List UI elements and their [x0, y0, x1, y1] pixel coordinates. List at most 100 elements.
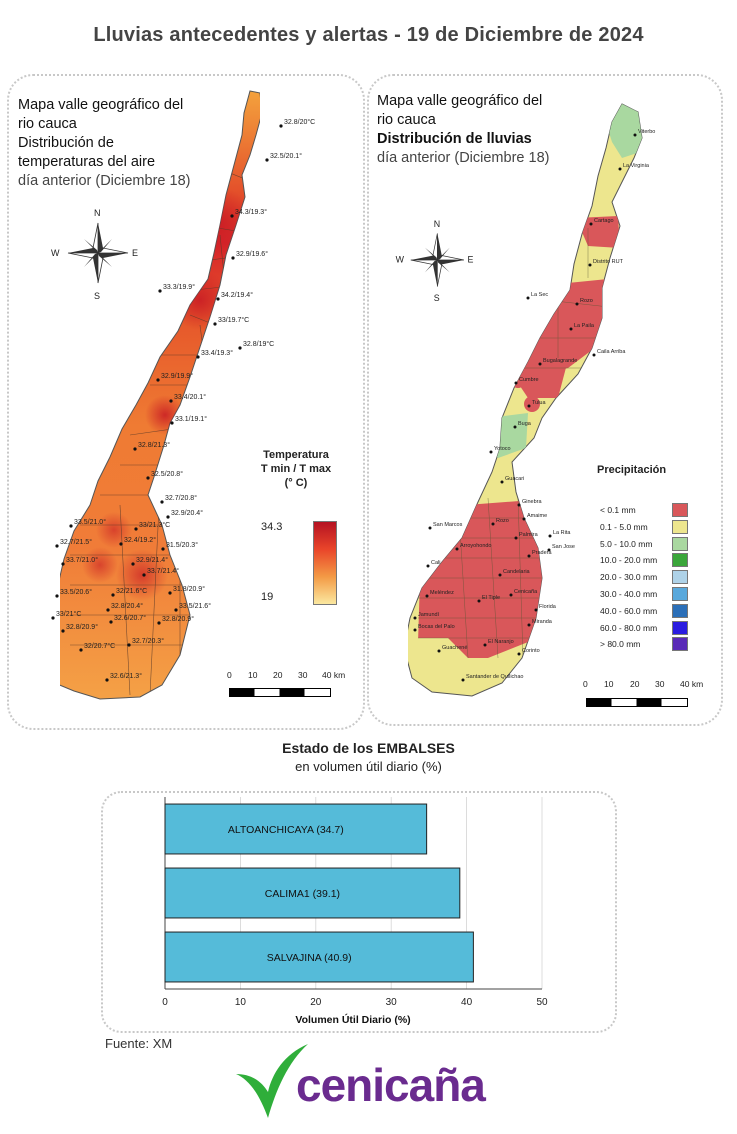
temperature-station-dot — [51, 616, 55, 620]
temperature-station-dot — [265, 158, 269, 162]
rain-scale-label-30: 30 — [655, 679, 665, 689]
temperature-station-label: 32.8/20.9° — [162, 615, 194, 623]
reservoir-bar — [164, 867, 461, 919]
temperature-station-dot — [238, 346, 242, 350]
rain-place-dot — [575, 302, 579, 306]
temperature-station-dot — [196, 355, 200, 359]
compass-east-label: E — [132, 248, 138, 258]
rain-legend-label: 5.0 - 10.0 mm — [600, 538, 653, 549]
temperature-station-dot — [142, 573, 146, 577]
rain-place-label: Caila Arriba — [597, 349, 626, 355]
temperature-map-title: Mapa valle geográfico del rio cauca Dist… — [18, 96, 248, 191]
temperature-station-label: 33.7/21.4° — [147, 567, 179, 575]
temp-scale-label-30: 30 — [298, 670, 308, 680]
temperature-station-label: 33.5/21.0° — [74, 518, 106, 526]
source-note: Fuente: XM — [105, 1036, 173, 1051]
temperature-station-dot — [55, 594, 59, 598]
compass-rose-icon: N S E W — [51, 208, 138, 301]
rain-place-dot — [513, 425, 517, 429]
rain-place-label: Cenicaña — [514, 589, 538, 595]
rain-place-dot — [514, 536, 518, 540]
reservoir-x-tick-label: 40 — [461, 997, 473, 1008]
rain-scale-label-20: 20 — [630, 679, 640, 689]
temperature-station-dot — [158, 289, 162, 293]
temperature-station-label: 33.3/19.9° — [163, 283, 195, 291]
temperature-station-dot — [55, 544, 59, 548]
rain-place-label: Cartago — [594, 218, 614, 224]
rain-place-label: San Jose — [552, 544, 575, 550]
rain-place-dot — [500, 480, 504, 484]
rain-legend-swatch — [672, 570, 688, 585]
rain-place-dot — [477, 599, 481, 603]
rain-place-label: Pradera — [532, 550, 553, 556]
temperature-station-label: 31.8/20.9° — [173, 585, 205, 593]
temperature-station-label: 32.6/20.7° — [114, 614, 146, 622]
rain-place-dot — [514, 381, 518, 385]
rain-place-label: Santander de Quilichao — [466, 674, 523, 680]
temperature-station-dot — [127, 643, 131, 647]
rain-scale-label-40: 40 km — [680, 679, 704, 689]
rain-place-dot — [428, 526, 432, 530]
temperature-station-dot — [111, 593, 115, 597]
rain-place-label: Guacari — [505, 476, 524, 482]
rain-place-label: Buga — [518, 421, 532, 427]
temperature-station-dot — [231, 256, 235, 260]
temperature-station-label: 33.4/19.3° — [201, 349, 233, 357]
rain-scale-bar — [586, 698, 688, 707]
temperature-station-label: 33/21°C — [56, 610, 81, 618]
temperature-station-label: 32.7/20.3° — [132, 637, 164, 645]
temperature-station-label: 33.5/21.6° — [179, 602, 211, 610]
temperature-station-dot — [166, 515, 170, 519]
compass-north-label: N — [94, 208, 101, 218]
rain-place-dot — [517, 503, 521, 507]
rain-title-subtitle: día anterior (Diciembre 18) — [377, 150, 550, 166]
rain-legend-swatch — [672, 553, 688, 568]
rain-legend-label: 0.1 - 5.0 mm — [600, 521, 648, 532]
rain-legend-swatch — [672, 519, 688, 534]
reservoir-bar-label: SALVAJINA (40.9) — [267, 952, 352, 964]
rain-legend-swatch — [672, 503, 688, 517]
rain-place-label: La Rita — [553, 530, 571, 536]
rain-place-label: El Tiple — [482, 595, 500, 601]
rain-place-label: Corinto — [522, 648, 540, 654]
rain-place-label: Guachené — [442, 645, 467, 651]
temp-scale-label-20: 20 — [273, 670, 283, 680]
rain-place-dot — [538, 362, 542, 366]
rain-legend-swatch — [672, 637, 688, 652]
temperature-station-label: 32.8/19°C — [243, 340, 274, 348]
compass-west-label: W — [396, 255, 405, 265]
temperature-station-dot — [156, 378, 160, 382]
temperature-station-label: 32.5/20.8° — [151, 470, 183, 478]
rain-place-dot — [592, 353, 596, 357]
rain-place-label: Rozo — [496, 518, 509, 524]
reservoir-x-tick-label: 50 — [536, 997, 548, 1008]
compass-south-label: S — [434, 293, 440, 303]
rain-place-label: Arroyohondo — [460, 543, 492, 549]
rain-legend-label: 10.0 - 20.0 mm — [600, 555, 658, 566]
rain-place-label: Distrito RUT — [593, 259, 624, 265]
reservoir-bar-chart: ALTOANCHICAYA (34.7) CALIMA1 (39.1) SALVAJ… — [162, 797, 548, 1026]
compass-north-label: N — [434, 219, 440, 229]
temp-scale-bar — [229, 688, 331, 697]
temperature-station-dot — [168, 591, 172, 595]
temp-scale-label-0: 0 — [227, 670, 232, 680]
rain-title-line-2: rio cauca — [377, 112, 436, 128]
cenicana-leaf-icon — [236, 1044, 308, 1118]
page-title: Lluvias antecedentes y alertas - 19 de D… — [93, 24, 644, 46]
rain-place-dot — [437, 649, 441, 653]
temp-title-line-2: rio cauca — [18, 116, 77, 132]
temperature-station-label: 32.9/20.4° — [171, 509, 203, 517]
rain-place-dot — [534, 608, 538, 612]
temperature-station-label: 33.4/20.1° — [174, 393, 206, 401]
reservoir-x-axis-label: Volumen Útil Diario (%) — [295, 1013, 410, 1026]
temperature-station-dot — [106, 608, 110, 612]
temperature-station-label: 32.9/19.6° — [236, 250, 268, 258]
reservoir-bar — [164, 931, 474, 983]
temperature-station-dot — [109, 620, 113, 624]
compass-south-label: S — [94, 291, 100, 301]
rain-place-dot — [517, 652, 521, 656]
rain-place-dot — [425, 594, 429, 598]
rain-legend-title: Precipitación — [597, 464, 667, 476]
rain-place-dot — [509, 593, 513, 597]
reservoir-x-tick-label: 10 — [235, 997, 247, 1008]
